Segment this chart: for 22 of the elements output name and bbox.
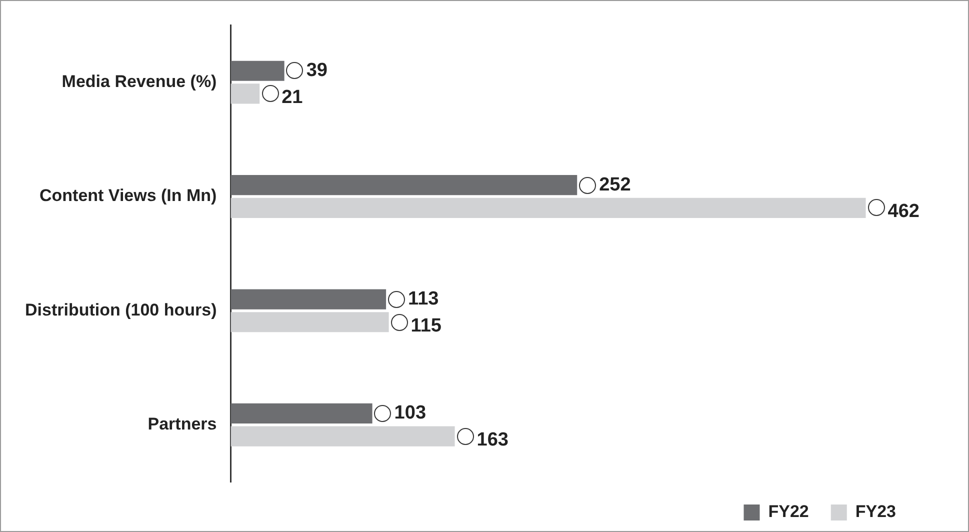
bar [230, 426, 455, 446]
data-label: 39 [306, 60, 328, 82]
legend-label: FY22 [768, 502, 809, 522]
bar [230, 175, 578, 196]
data-label: 462 [888, 201, 920, 222]
data-label: 252 [599, 174, 631, 196]
data-label: 103 [394, 402, 426, 424]
data-label: 21 [282, 86, 304, 108]
data-label: 113 [408, 288, 439, 310]
bar [230, 84, 260, 104]
bar [230, 403, 372, 424]
bar [230, 60, 284, 81]
y-tick-label: Partners [148, 414, 217, 434]
bar [230, 198, 866, 218]
data-label: 163 [476, 430, 508, 451]
y-tick-label: Media Revenue (%) [62, 72, 217, 91]
y-tick-label: Content Views (In Mn) [39, 186, 217, 206]
data-label: 115 [410, 315, 442, 336]
bar [230, 289, 386, 310]
bar [230, 312, 389, 332]
y-tick-label: Distribution (100 hours) [24, 300, 217, 320]
legend-label: FY23 [855, 502, 896, 522]
